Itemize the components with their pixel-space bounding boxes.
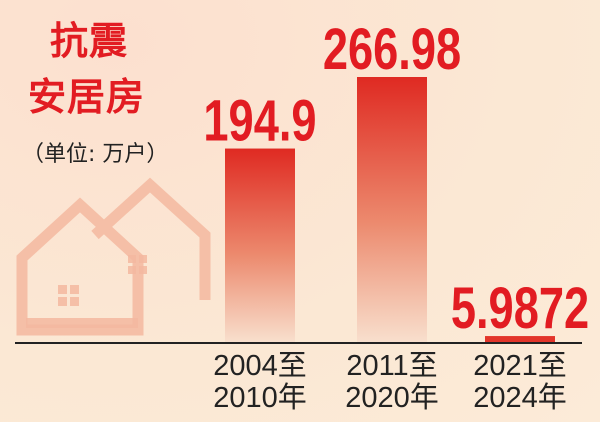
chart-title-line1: 抗震: [50, 19, 129, 63]
x-tick-label-1: 2004至 2010年: [213, 350, 307, 414]
bar-1: [225, 148, 295, 342]
bar-3: [485, 336, 555, 342]
value-label-1: 194.9: [203, 89, 316, 154]
value-label-2: 266.98: [323, 18, 461, 83]
unit-label: （单位: 万户）: [22, 142, 169, 167]
x-tick-label-2: 2011至 2020年: [345, 350, 439, 414]
bar-2: [357, 77, 427, 342]
value-label-3: 5.9872: [451, 277, 589, 342]
chart-title-line2: 安居房: [28, 75, 146, 119]
x-tick-label-3: 2021至 2024年: [473, 350, 567, 414]
